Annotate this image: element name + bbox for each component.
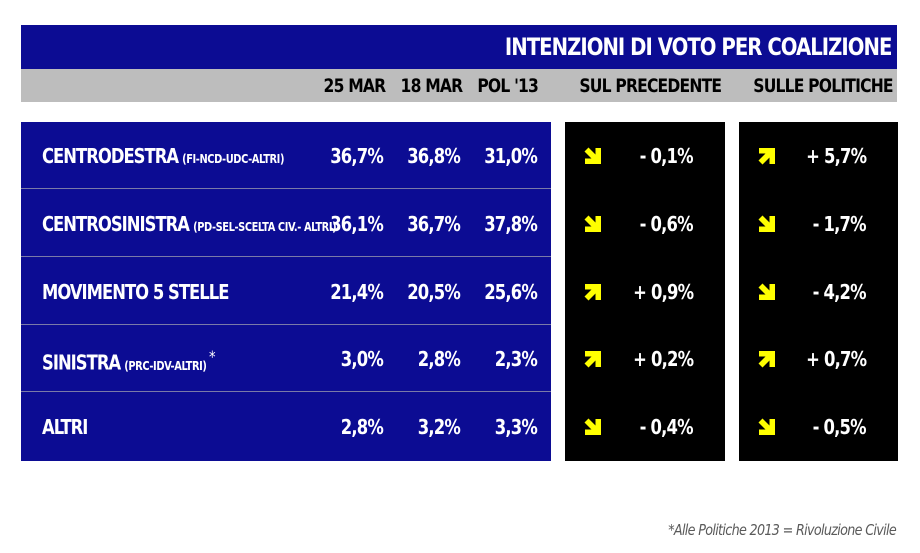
delta-value: - 0,1% [639, 144, 694, 168]
delta-cell-pol: + 0,7% [739, 325, 898, 392]
delta-value: - 0,6% [639, 212, 694, 236]
row-divider [21, 391, 551, 392]
table-row: SINISTRA (PRC-IDV-ALTRI) * 3,0% 2,8% 2,3% [21, 325, 551, 392]
delta-cell-prev: - 0,4% [565, 393, 725, 460]
arrow-down-right-icon [584, 147, 601, 164]
arrow-up-right-icon [758, 351, 775, 368]
table-row: MOVIMENTO 5 STELLE 21,4% 20,5% 25,6% [21, 258, 551, 325]
party-name: CENTROSINISTRA [42, 212, 190, 236]
party-detail: (PRC-IDV-ALTRI) [124, 358, 207, 373]
delta-value: + 0,2% [632, 347, 694, 371]
table-row: CENTRODESTRA (FI-NCD-UDC-ALTRI) 36,7% 36,8%… [21, 122, 551, 189]
party-label: MOVIMENTO 5 STELLE [42, 280, 229, 304]
value-v25mar: 36,7% [330, 144, 384, 168]
header-18-mar: 18 MAR [400, 75, 463, 97]
delta-cell-pol: - 1,7% [739, 190, 898, 257]
arrow-up-right-icon [758, 148, 775, 165]
arrow-up-right-icon [584, 351, 601, 368]
value-v18mar: 36,7% [407, 212, 461, 236]
header-sulle-politiche: SULLE POLITICHE [753, 75, 893, 97]
delta-cell-prev: - 0,6% [565, 190, 725, 257]
value-v18mar: 20,5% [407, 280, 461, 304]
party-name: SINISTRA [42, 350, 121, 375]
delta-value: - 4,2% [812, 280, 867, 304]
delta-value: + 5,7% [805, 144, 867, 168]
value-vpol13: 25,6% [484, 280, 538, 304]
value-vpol13: 37,8% [484, 212, 538, 236]
value-vpol13: 3,3% [494, 415, 538, 439]
table-row: CENTROSINISTRA (PD-SEL-SCELTA CIV.- ALTRI… [21, 190, 551, 257]
delta-previous-panel: - 0,1% - 0,6% + 0,9% + 0,2% - 0,4% [565, 122, 725, 461]
party-label: CENTROSINISTRA (PD-SEL-SCELTA CIV.- ALTRI… [42, 212, 337, 236]
party-label: ALTRI [42, 415, 88, 439]
value-vpol13: 31,0% [484, 144, 538, 168]
delta-cell-prev: - 0,1% [565, 122, 725, 189]
header-pol-13: POL '13 [477, 75, 539, 97]
delta-cell-pol: + 5,7% [739, 122, 898, 189]
arrow-down-right-icon [758, 283, 775, 300]
footnote: *Alle Politiche 2013 = Rivoluzione Civil… [668, 521, 897, 539]
value-v18mar: 36,8% [407, 144, 461, 168]
value-vpol13: 2,3% [494, 347, 538, 371]
party-detail: (PD-SEL-SCELTA CIV.- ALTRI) [193, 220, 337, 234]
arrow-down-right-icon [584, 215, 601, 232]
delta-cell-pol: - 0,5% [739, 393, 898, 460]
delta-value: - 0,4% [639, 415, 694, 439]
value-v25mar: 21,4% [330, 280, 384, 304]
row-divider [21, 256, 551, 257]
value-v25mar: 36,1% [330, 212, 384, 236]
column-header-bar: 25 MAR 18 MAR POL '13 SUL PRECEDENTE SUL… [21, 69, 897, 102]
delta-politics-panel: + 5,7% - 1,7% - 4,2% + 0,7% - 0,5% [739, 122, 898, 461]
delta-cell-pol: - 4,2% [739, 258, 898, 325]
party-name: MOVIMENTO 5 STELLE [42, 280, 229, 304]
delta-value: - 0,5% [812, 415, 867, 439]
header-25-mar: 25 MAR [323, 75, 386, 97]
party-label: CENTRODESTRA (FI-NCD-UDC-ALTRI) [42, 144, 284, 168]
chart-title: INTENZIONI DI VOTO PER COALIZIONE [504, 33, 892, 61]
party-label: SINISTRA (PRC-IDV-ALTRI) * [42, 347, 215, 375]
value-v18mar: 2,8% [417, 347, 461, 371]
row-divider [21, 324, 551, 325]
arrow-down-right-icon [758, 418, 775, 435]
delta-cell-prev: + 0,9% [565, 258, 725, 325]
arrow-up-right-icon [584, 284, 601, 301]
delta-value: - 1,7% [812, 212, 867, 236]
footnote-marker: * [208, 347, 216, 366]
header-sul-precedente: SUL PRECEDENTE [579, 75, 722, 97]
party-detail: (FI-NCD-UDC-ALTRI) [182, 152, 285, 166]
party-name: ALTRI [42, 415, 88, 439]
row-divider [21, 188, 551, 189]
value-v18mar: 3,2% [417, 415, 461, 439]
value-v25mar: 3,0% [340, 347, 384, 371]
value-v25mar: 2,8% [340, 415, 384, 439]
party-name: CENTRODESTRA [42, 144, 179, 168]
delta-cell-prev: + 0,2% [565, 325, 725, 392]
delta-value: + 0,7% [805, 347, 867, 371]
title-bar: INTENZIONI DI VOTO PER COALIZIONE [21, 25, 897, 69]
delta-value: + 0,9% [632, 280, 694, 304]
table-row: ALTRI 2,8% 3,2% 3,3% [21, 393, 551, 460]
arrow-down-right-icon [584, 418, 601, 435]
arrow-down-right-icon [758, 215, 775, 232]
values-panel: CENTRODESTRA (FI-NCD-UDC-ALTRI) 36,7% 36,8%… [21, 122, 551, 461]
